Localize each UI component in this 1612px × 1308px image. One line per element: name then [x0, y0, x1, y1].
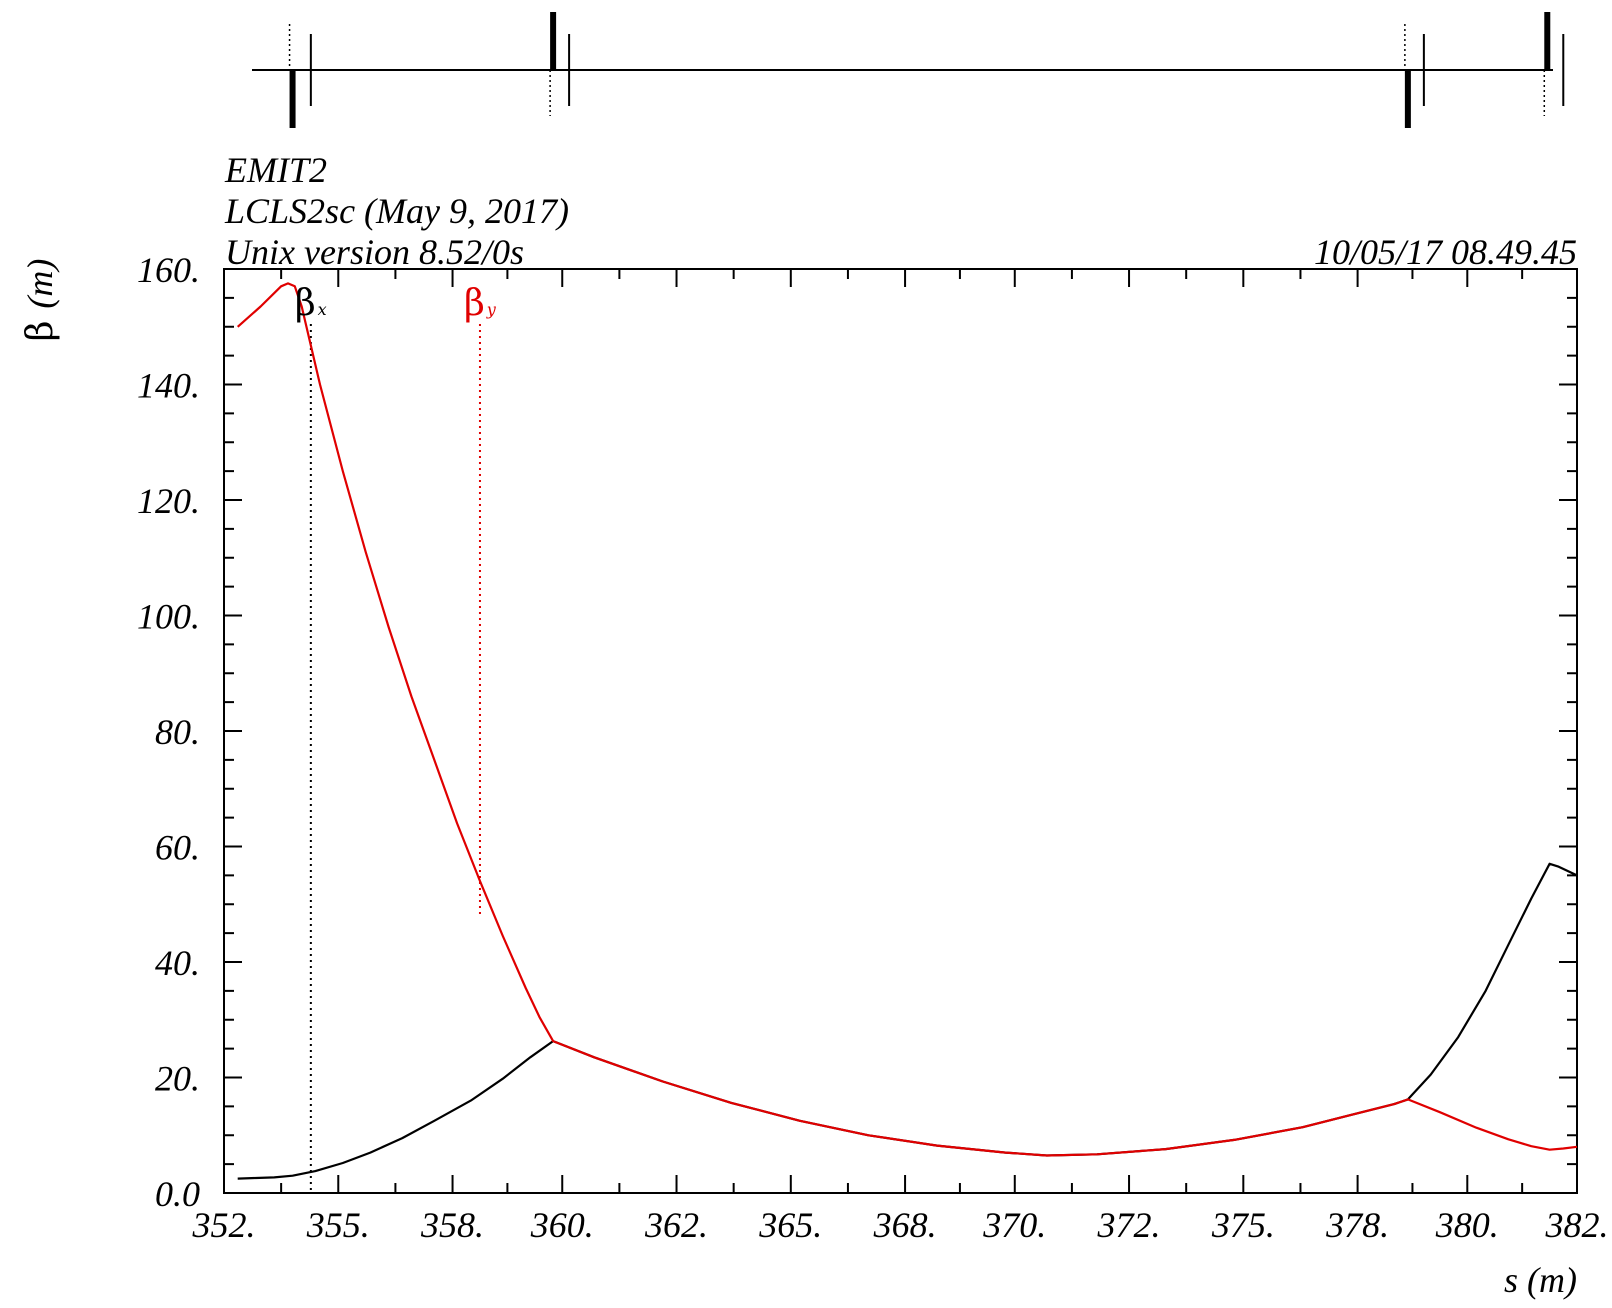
y-tick-label: 80. [155, 712, 200, 752]
legend-subscript: x [318, 300, 327, 319]
x-ticks: 352. 355. 358. 360. 362. 365. 368. 370. 372. 375.… [192, 269, 1609, 1245]
x-tick-label: 368. [873, 1205, 937, 1245]
x-tick-label: 382. [1545, 1205, 1609, 1245]
x-tick-label: 375. [1211, 1205, 1275, 1245]
legend-markers [309, 324, 481, 1193]
x-tick-label: 372. [1097, 1205, 1161, 1245]
y-tick-label: 140. [137, 366, 200, 406]
legend-subscript: y [486, 300, 497, 319]
y-tick-label: 60. [155, 828, 200, 868]
version-label: Unix version 8.52/0s [225, 232, 524, 272]
series-lines [236, 282, 1578, 1180]
program-name: EMIT2 [224, 150, 327, 190]
lattice-name: LCLS2sc (May 9, 2017) [224, 191, 569, 231]
x-tick-label: 378. [1325, 1205, 1389, 1245]
y-tick-label: 160. [137, 250, 200, 290]
x-tick-label: 352. [192, 1205, 256, 1245]
x-tick-label: 370. [982, 1205, 1046, 1245]
plot-axes [223, 268, 1578, 1194]
y-tick-label: 20. [155, 1059, 200, 1099]
legend-symbol: β [464, 283, 485, 324]
y-tick-label: 100. [137, 597, 200, 637]
plot-frame [223, 268, 1578, 1194]
timestamp: 10/05/17 08.49.45 [1314, 232, 1577, 272]
series-line-beta_y [236, 282, 1578, 1157]
x-tick-label: 362. [644, 1205, 708, 1245]
x-axis-label: s (m) [1504, 1260, 1577, 1300]
series-line-beta_x [237, 862, 1578, 1180]
x-tick-label: 358. [420, 1205, 484, 1245]
y-ticks: 0.0 20. 40. 60. 80. 100. 120. 140. 160. [137, 250, 1577, 1214]
x-tick-label: 365. [758, 1205, 822, 1245]
y-tick-label: 40. [155, 943, 200, 983]
y-axis-label: β(m) [20, 259, 61, 342]
x-tick-label: 360. [530, 1205, 594, 1245]
x-tick-label: 355. [306, 1205, 370, 1245]
y-tick-label: 0.0 [155, 1174, 200, 1214]
x-tick-label: 380. [1435, 1205, 1499, 1245]
y-tick-label: 120. [137, 481, 200, 521]
legend-symbol: β [295, 283, 316, 324]
lattice-layout [252, 12, 1565, 128]
